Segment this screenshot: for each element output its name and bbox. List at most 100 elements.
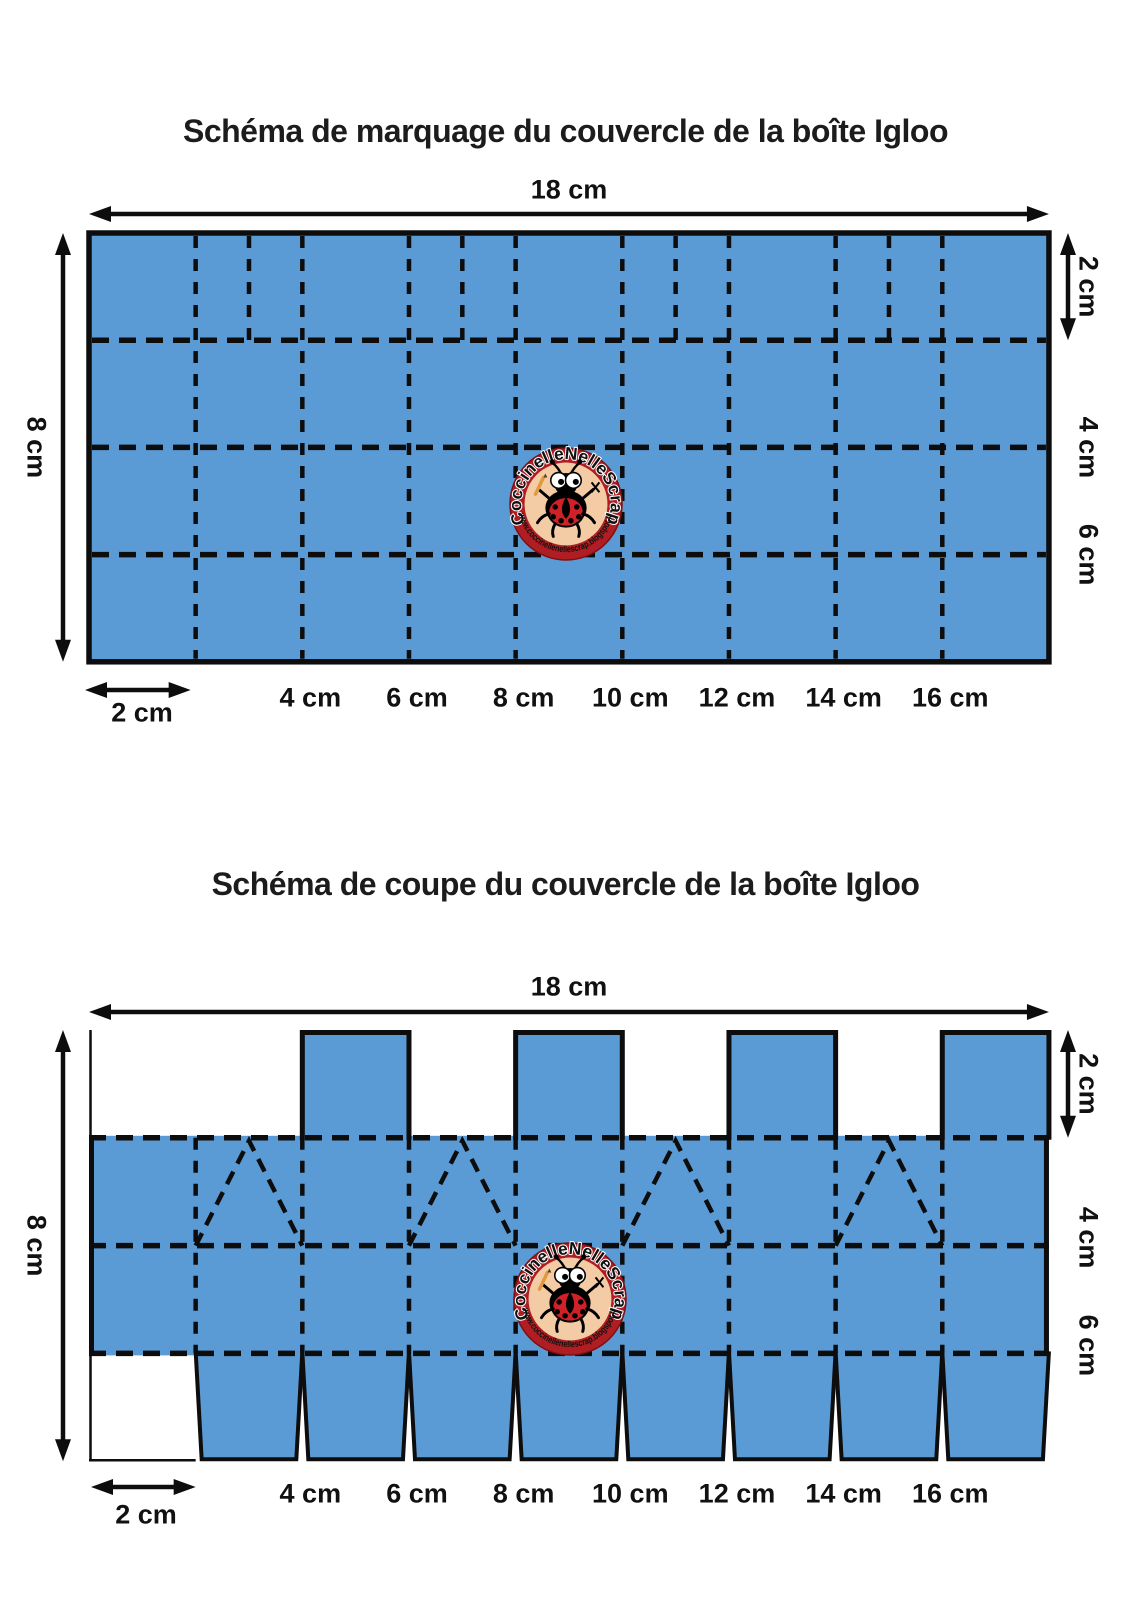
- arrow-head: [91, 1479, 113, 1495]
- right-arrow-2cm: [1060, 1030, 1076, 1138]
- cutting-diagram-title: Schéma de coupe du couvercle de la boîte…: [211, 866, 920, 902]
- top-tab: [939, 1030, 1052, 1140]
- bottom-tab: [940, 1351, 1051, 1462]
- leg: [536, 512, 551, 525]
- bottom-tick-label: 14 cm: [805, 682, 882, 712]
- arrow-head: [1060, 233, 1076, 255]
- ladybug-icon: [537, 1254, 605, 1333]
- bottom-tick-label: 4 cm: [280, 682, 342, 712]
- width-label: 18 cm: [531, 174, 608, 204]
- bottom-tab: [300, 1351, 411, 1462]
- arrow-head: [1026, 206, 1049, 222]
- leg: [551, 522, 557, 538]
- corner-fold-line: [193, 1135, 305, 1247]
- arrow-head: [85, 682, 107, 698]
- arrow-head: [55, 639, 71, 662]
- bottom-arrow-2cm: [85, 682, 191, 698]
- pencil-tip: [543, 473, 548, 478]
- arrow-head: [89, 206, 111, 222]
- pencil-icon: [537, 1270, 550, 1291]
- bottom-arrow-2cm: [91, 1479, 196, 1495]
- pupil: [562, 1273, 569, 1280]
- leg: [585, 1307, 600, 1320]
- bottom-tick-label: 16 cm: [912, 1478, 989, 1508]
- right-label-6cm: 6 cm: [1074, 524, 1104, 586]
- wing-spot: [562, 1312, 568, 1319]
- top-tab: [726, 1030, 839, 1140]
- wing-spot: [572, 1312, 578, 1319]
- wing-seam: [565, 1292, 575, 1314]
- wing-seam: [561, 497, 571, 519]
- marking-diagram-title: Schéma de marquage du couvercle de la bo…: [182, 113, 949, 149]
- pupil: [576, 1273, 583, 1280]
- right-label-6cm: 6 cm: [1074, 1315, 1104, 1377]
- pupil: [558, 478, 565, 485]
- right-label-2cm: 2 cm: [1074, 256, 1104, 318]
- bottom-tick-label: 16 cm: [912, 682, 989, 712]
- arrow-head: [89, 1004, 111, 1020]
- arrow-head: [173, 1479, 196, 1495]
- width-label: 18 cm: [531, 971, 608, 1001]
- wing-spot: [574, 504, 580, 510]
- arrow-head: [55, 1439, 71, 1462]
- width-arrow-18cm: [89, 206, 1049, 222]
- wing-spot: [578, 1299, 584, 1305]
- bottom-tick-label: 10 cm: [592, 682, 669, 712]
- bottom-tick-label: 6 cm: [386, 682, 448, 712]
- width-arrow-18cm: [89, 1004, 1049, 1020]
- wing-spot: [550, 514, 556, 520]
- wing-spot: [554, 1309, 560, 1315]
- leg: [575, 522, 581, 538]
- arrow-head: [1060, 1030, 1076, 1052]
- wing-spot: [558, 517, 564, 524]
- wing-spot: [556, 1299, 562, 1305]
- pencil-tip: [547, 1268, 552, 1273]
- top-tab: [513, 1030, 625, 1140]
- bottom-tick-label: 8 cm: [493, 1478, 555, 1508]
- height-arrow-8cm: [55, 233, 71, 662]
- bottom-tick-label: 10 cm: [592, 1478, 669, 1508]
- corner-fold-line: [406, 1135, 518, 1247]
- bottom-tick-label: 4 cm: [280, 1478, 342, 1508]
- bottom-tick-label: 14 cm: [805, 1478, 882, 1508]
- right-label-4cm: 4 cm: [1074, 1207, 1104, 1269]
- bottom-offset-label: 2 cm: [115, 1499, 177, 1529]
- ladybug-icon: [533, 459, 601, 538]
- bottom-tick-label: 6 cm: [386, 1478, 448, 1508]
- right-label-2cm: 2 cm: [1074, 1053, 1104, 1115]
- wing-spot: [552, 504, 558, 510]
- corner-fold-line: [620, 1135, 731, 1247]
- bottom-tab: [726, 1351, 838, 1462]
- arrow-head: [1026, 1004, 1049, 1020]
- bottom-tab: [193, 1351, 305, 1462]
- bottom-tick-label: 12 cm: [699, 1478, 776, 1508]
- bottom-tab: [406, 1351, 518, 1462]
- arrow-head: [168, 682, 191, 698]
- wing-spot: [580, 1309, 586, 1315]
- right-arrow-2cm: [1060, 233, 1076, 341]
- arrow-head: [55, 1030, 71, 1052]
- height-arrow-8cm: [55, 1030, 71, 1462]
- height-label: 8 cm: [22, 1215, 52, 1277]
- arrow-head: [55, 233, 71, 255]
- bottom-tick-label: 8 cm: [493, 682, 555, 712]
- leg: [579, 1317, 585, 1333]
- bottom-tab: [620, 1351, 731, 1462]
- wing-spot: [568, 517, 574, 524]
- pencil-icon: [533, 475, 546, 496]
- right-label-4cm: 4 cm: [1074, 417, 1104, 479]
- height-label: 8 cm: [22, 417, 52, 479]
- arrow-head: [1060, 318, 1076, 341]
- arrow-head: [1060, 1115, 1076, 1138]
- bottom-tab: [513, 1351, 625, 1462]
- diagram-marquage: 18 cm 8 cm 2 cm 4 cm 6 cm 2 cm 4 cm 6 cm 8 cm 10 …: [22, 174, 1104, 727]
- pupil: [572, 478, 579, 485]
- scissors-icon: [590, 481, 601, 493]
- top-tab: [299, 1030, 412, 1140]
- bottom-offset-label: 2 cm: [111, 697, 173, 727]
- bottom-tick-label: 12 cm: [699, 682, 776, 712]
- leg: [555, 1317, 561, 1333]
- diagram-coupe: 18 cm 8 cm 2 cm 4 cm 6 cm 2 cm 4 cm 6 cm 8 cm 10 …: [22, 971, 1104, 1529]
